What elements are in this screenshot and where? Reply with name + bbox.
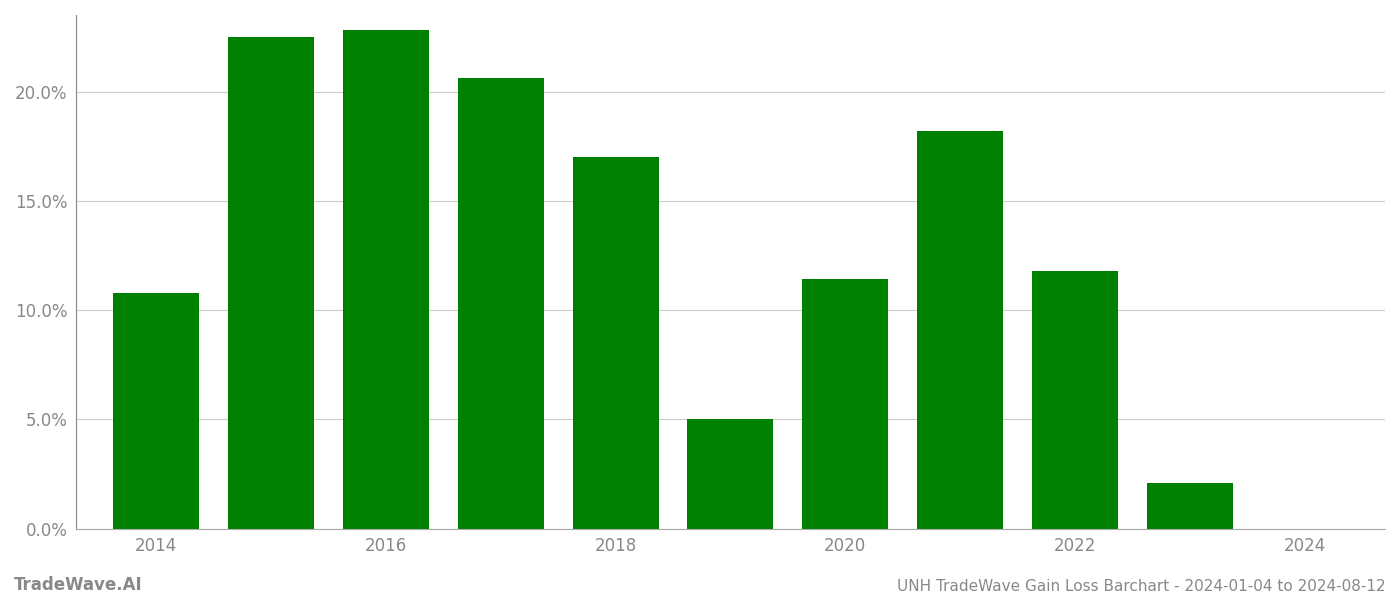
Bar — [1032, 271, 1119, 529]
Bar — [228, 37, 314, 529]
Bar — [687, 419, 773, 529]
Bar — [802, 280, 889, 529]
Bar — [458, 79, 543, 529]
Bar — [113, 293, 199, 529]
Bar — [917, 131, 1004, 529]
Bar — [343, 31, 428, 529]
Text: TradeWave.AI: TradeWave.AI — [14, 576, 143, 594]
Bar — [1147, 483, 1233, 529]
Text: UNH TradeWave Gain Loss Barchart - 2024-01-04 to 2024-08-12: UNH TradeWave Gain Loss Barchart - 2024-… — [897, 579, 1386, 594]
Bar — [573, 157, 658, 529]
